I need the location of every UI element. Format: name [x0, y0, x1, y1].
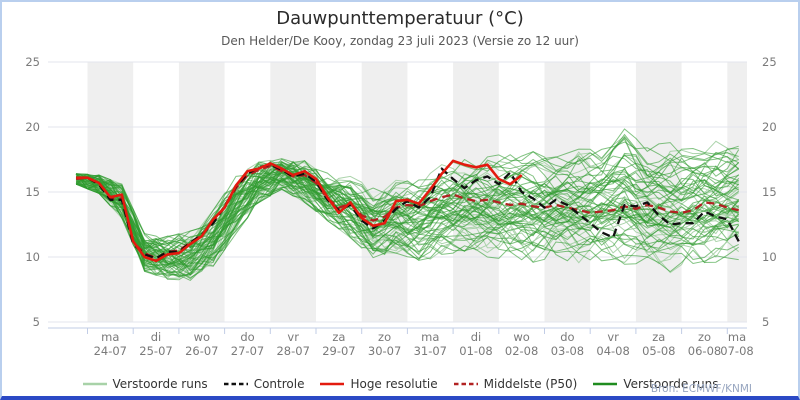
- ensemble-member-line: [75, 141, 739, 247]
- ensemble-runs-dark: [75, 128, 740, 281]
- axis-label: zo: [698, 330, 711, 344]
- axis-label: di: [471, 330, 482, 344]
- axis-label: 26-07: [185, 344, 218, 358]
- chart-title: Dauwpunttemperatuur (°C): [276, 8, 524, 29]
- ensemble-member-line: [75, 170, 739, 258]
- axis-label: 06-08: [688, 344, 721, 358]
- axis-label: 28-07: [276, 344, 309, 358]
- y-axis-labels: 25 25 20 20 15 15 10 10 5 5: [25, 55, 776, 329]
- axis-label: 20: [25, 120, 40, 134]
- legend-swatch-control-icon: [223, 382, 248, 386]
- axis-label: 10: [25, 250, 40, 264]
- legend-swatch-hres-icon: [320, 382, 345, 386]
- ensemble-member-line: [75, 167, 740, 261]
- legend-item: Verstoorde runs: [82, 377, 208, 391]
- ensemble-member-line: [75, 173, 739, 280]
- axis-label: 15: [25, 185, 40, 199]
- ensemble-member-line: [76, 133, 740, 246]
- axis-label: 29-07: [322, 344, 355, 358]
- axis-label: 31-07: [414, 344, 447, 358]
- axis-label: wo: [194, 330, 210, 344]
- axis-label: do: [240, 330, 254, 344]
- source-attribution: Bron: ECMWF/KNMI: [650, 383, 752, 395]
- ensemble-member-line: [75, 169, 739, 260]
- legend-item: Middelste (P50): [453, 377, 578, 391]
- ensemble-member-line: [75, 171, 740, 267]
- chart-subtitle: Den Helder/De Kooy, zondag 23 juli 2023 …: [221, 34, 579, 48]
- axis-label: 24-07: [94, 344, 127, 358]
- axis-label: 10: [762, 250, 777, 264]
- axis-label: ma: [421, 330, 439, 344]
- legend-swatch-dark_member_legend-icon: [593, 382, 618, 386]
- legend-item: Verstoorde runs: [592, 377, 718, 391]
- axis-label: 5: [762, 315, 769, 329]
- axis-label: ma: [101, 330, 119, 344]
- ensemble-member-line: [75, 136, 739, 251]
- legend-swatch-median-icon: [453, 382, 478, 386]
- axis-label: 07-08: [720, 344, 753, 358]
- axis-label: do: [560, 330, 574, 344]
- axis-label: 5: [33, 315, 40, 329]
- axis-label: 01-08: [459, 344, 492, 358]
- ensemble-member-line: [75, 173, 739, 265]
- ensemble-member-line: [76, 135, 740, 249]
- axis-label: 25: [762, 55, 777, 69]
- axis-label: 05-08: [642, 344, 675, 358]
- ensemble-member-line: [76, 165, 740, 271]
- axis-label: za: [652, 330, 665, 344]
- axis-label: 30-07: [368, 344, 401, 358]
- legend-label: Hoge resolutie: [350, 377, 438, 391]
- ensemble-member-line: [75, 178, 739, 278]
- axis-label: 04-08: [596, 344, 629, 358]
- legend-label: Verstoorde runs: [623, 377, 719, 391]
- hres-line: [76, 159, 523, 263]
- axis-label: vr: [287, 330, 299, 344]
- main-lines: [75, 159, 740, 263]
- legend-item: Hoge resolutie: [319, 377, 438, 391]
- legend-label: Controle: [253, 377, 305, 391]
- legend-label: Verstoorde runs: [112, 377, 208, 391]
- ensemble-member-line: [76, 175, 740, 276]
- axis-label: 02-08: [505, 344, 538, 358]
- chart-header: Dauwpunttemperatuur (°C) Den Helder/De K…: [2, 8, 798, 48]
- legend-swatch-light_member-icon: [82, 382, 107, 386]
- axis-label: 27-07: [231, 344, 264, 358]
- axis-label: vr: [607, 330, 619, 344]
- ensemble-member-line: [76, 151, 739, 249]
- chart-legend: Verstoorde runs Controle Hoge resolutie Mid…: [2, 377, 798, 391]
- axis-label: ma: [728, 330, 746, 344]
- legend-item: Controle: [223, 377, 305, 391]
- axis-label: wo: [513, 330, 529, 344]
- axis-label: 20: [762, 120, 777, 134]
- axis-label: za: [332, 330, 345, 344]
- x-axis-labels: ma24-07di25-07wo26-07do27-07vr28-07za29-…: [94, 330, 754, 358]
- axis-label: 15: [762, 185, 777, 199]
- ensemble-member-line: [75, 177, 739, 281]
- axis-label: zo: [378, 330, 391, 344]
- axis-label: 25-07: [139, 344, 172, 358]
- axis-label: 03-08: [551, 344, 584, 358]
- axis-label: di: [151, 330, 162, 344]
- legend-label: Middelste (P50): [483, 377, 578, 391]
- axis-label: 25: [25, 55, 40, 69]
